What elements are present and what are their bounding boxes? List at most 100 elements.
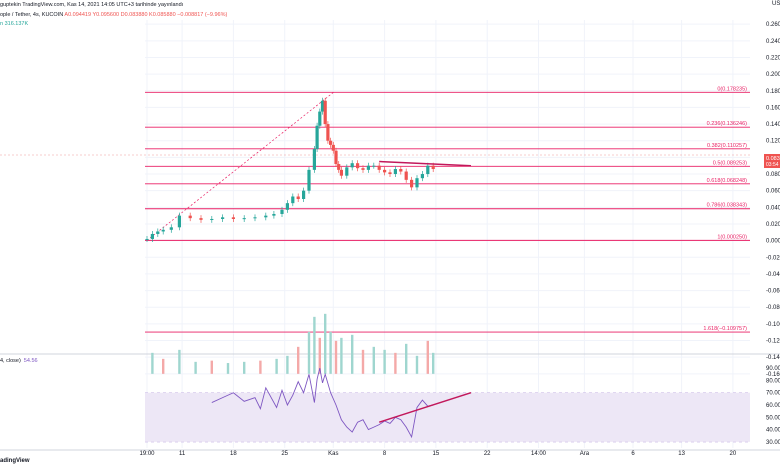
time-tick-label: 15: [433, 451, 440, 457]
fib-level-label: 0.382(0.110257): [707, 143, 747, 149]
candle-body: [345, 167, 349, 176]
volume-bar: [361, 349, 365, 374]
candle-body: [188, 215, 192, 219]
time-tick-label: 8: [383, 451, 387, 457]
price-tick-label: 0.120: [766, 139, 780, 145]
candle-body: [404, 171, 408, 180]
publish-info: guptekin TradingView.com, Kas 14, 2021 1…: [0, 2, 184, 8]
rsi-axis[interactable]: 90.00 80.00 70.00 60.00 50.00 40.00 30.00: [766, 366, 780, 446]
tradingview-brand: adingView: [0, 458, 30, 464]
candle-body: [156, 231, 160, 234]
price-tick-label: -0.080: [766, 305, 780, 311]
candle-body: [272, 213, 276, 216]
volume-bar: [178, 349, 181, 374]
rsi-tick-label: 70.00: [766, 391, 780, 397]
volume-bar: [275, 358, 278, 374]
rsi-line: [211, 368, 434, 439]
volume-legend: n 316.137K: [0, 21, 29, 27]
price-tick-label: 0.000: [766, 239, 780, 245]
candle-body: [199, 218, 203, 220]
price-tick-label: 0.180: [766, 89, 780, 95]
grid: [0, 20, 780, 451]
fib-level-label: 0.5(0.089253): [713, 160, 747, 166]
candle-body: [145, 238, 149, 240]
volume-bar: [226, 363, 230, 374]
candle-body: [383, 169, 387, 173]
candle-body: [221, 217, 225, 219]
time-tick-label: 25: [281, 451, 288, 457]
candle-body: [169, 227, 173, 230]
volume-bar: [334, 340, 338, 374]
rsi-legend-label: 4, close): [0, 358, 21, 364]
volume-bar: [415, 355, 419, 374]
candle-body: [399, 169, 403, 172]
volume-bar: [259, 360, 262, 374]
rsi-tick-label: 90.00: [766, 366, 780, 372]
candle-body: [366, 165, 370, 170]
candle-body: [410, 179, 414, 188]
candle-body: [415, 178, 419, 188]
volume-bar: [405, 343, 408, 374]
candle-body: [307, 169, 311, 191]
candle-body: [420, 174, 424, 179]
price-axis[interactable]: 0.260 0.240 0.220 0.200 0.180 0.160 0.140 0.120…: [766, 22, 780, 378]
volume-bar: [297, 346, 300, 374]
candle-body: [356, 163, 360, 169]
price-tick-label: 0.240: [766, 39, 780, 45]
time-tick-label: Kas: [328, 451, 338, 457]
rsi-legend-value: 54.56: [23, 358, 38, 364]
volume-bar: [383, 349, 386, 374]
candle-body: [334, 150, 338, 165]
candle-body: [231, 217, 235, 219]
candle-body: [320, 100, 325, 112]
candle-body: [315, 125, 319, 150]
candle-body: [377, 165, 381, 170]
volume-bar: [194, 361, 197, 374]
price-tick-label: 0.140: [766, 122, 780, 128]
time-tick-label: 20: [730, 451, 737, 457]
candle-body: [337, 164, 341, 170]
rsi-tick-label: 30.00: [766, 440, 780, 446]
fib-level-label: 0.786(0.038343): [707, 203, 748, 209]
candle-body: [323, 100, 327, 125]
price-tick-label: 0.220: [766, 55, 780, 61]
candle-body: [264, 215, 268, 218]
volume-bars: [151, 313, 435, 374]
volume-bar: [210, 360, 213, 374]
volume-bar: [426, 340, 429, 374]
candle-body: [150, 233, 154, 239]
price-tick-label: -0.140: [766, 355, 780, 361]
price-tag-value: 0.083: [766, 156, 780, 162]
time-tick-label: 19:00: [139, 451, 155, 457]
fib-retracement[interactable]: 0(0.178235) 0.236(0.136246) 0.382(0.110257…: [145, 86, 750, 333]
candle-body: [361, 168, 365, 170]
candle-body: [161, 229, 165, 232]
candle-body: [393, 169, 397, 175]
fib-level-label: 0.618(0.068248): [707, 178, 748, 184]
candle-body: [302, 190, 306, 199]
rsi-tick-label: 80.00: [766, 378, 780, 384]
candle-body: [339, 169, 343, 176]
trendlines[interactable]: [378, 160, 472, 423]
volume-bar: [307, 331, 311, 374]
candle-body: [210, 218, 214, 220]
rsi-tick-label: 40.00: [766, 428, 780, 434]
rsi-series-line: [211, 368, 434, 439]
rsi-legend: 4, close) 54.56: [0, 358, 38, 364]
time-tick-label: 14:00: [531, 451, 547, 457]
candle-body: [426, 165, 430, 175]
price-tick-label: 0.080: [766, 172, 780, 178]
candle-body: [372, 165, 376, 167]
price-tick-label: -0.160: [766, 372, 780, 378]
ohlc-values: A0.094419 Y0.095600 D0.083880 K0.085880 …: [64, 12, 228, 18]
candle-body: [280, 209, 284, 214]
volume-bar: [351, 334, 354, 374]
candle-body: [329, 140, 333, 145]
time-axis[interactable]: 19:00 11 18 25 Kas 8 15 22 14:00 Ara 6 13 20: [139, 451, 736, 457]
price-tick-label: 0.260: [766, 22, 780, 28]
fib-level-label: 0.236(0.136246): [707, 121, 748, 127]
price-tick-label: -0.100: [766, 322, 780, 328]
currency-label[interactable]: US: [772, 1, 780, 7]
candle-body: [296, 196, 300, 199]
